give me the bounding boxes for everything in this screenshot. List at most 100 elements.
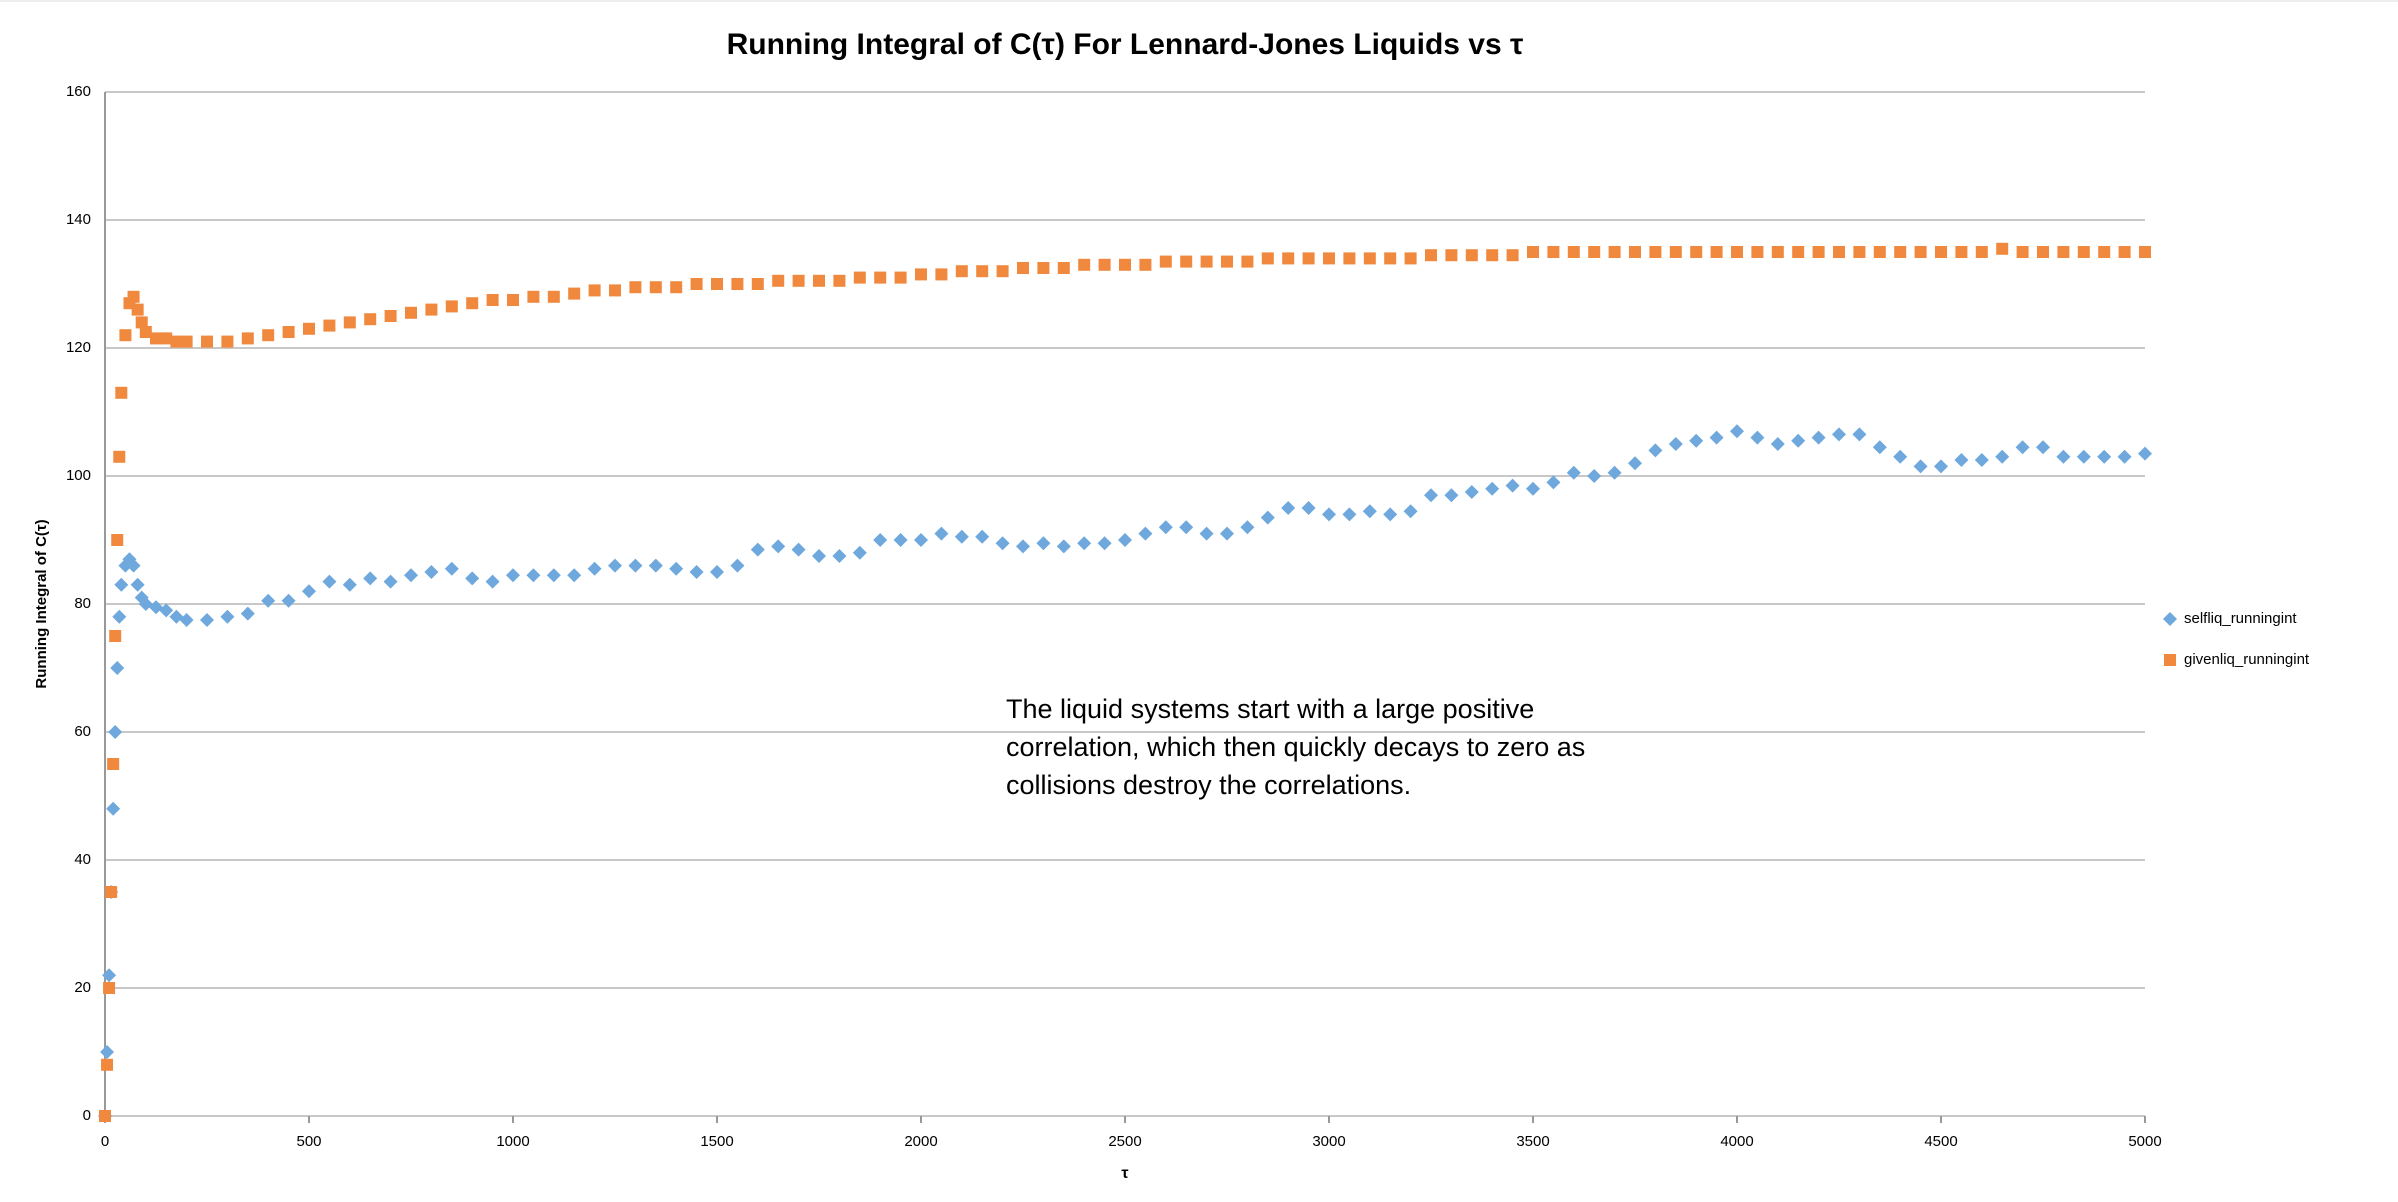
data-point — [1119, 258, 1131, 271]
data-point — [2015, 440, 2030, 455]
legend-label: givenliq_runningint — [2184, 651, 2310, 668]
data-point — [1914, 246, 1927, 258]
data-point — [1260, 510, 1275, 525]
data-point — [109, 630, 122, 642]
data-point — [1036, 536, 1051, 551]
data-point — [975, 529, 990, 544]
data-point — [445, 300, 458, 313]
data-point — [1097, 536, 1112, 551]
data-point — [670, 281, 683, 294]
data-point — [1872, 440, 1887, 455]
data-point — [1077, 536, 1092, 551]
data-point — [1852, 427, 1867, 442]
data-point — [792, 274, 805, 287]
data-point — [1281, 501, 1296, 515]
data-point — [955, 265, 968, 278]
data-point — [1974, 453, 1989, 467]
data-point — [1017, 262, 1029, 274]
data-point — [1955, 246, 1968, 258]
data-point — [1057, 262, 1070, 274]
data-point — [2097, 449, 2112, 464]
data-point — [568, 287, 581, 300]
data-point — [201, 335, 213, 348]
data-point — [1833, 246, 1845, 258]
data-point — [1935, 246, 1947, 258]
data-point — [690, 278, 703, 290]
y-tick-label: 160 — [66, 83, 91, 100]
data-point — [1608, 246, 1621, 258]
x-tick-label: 500 — [296, 1133, 321, 1150]
data-point — [791, 542, 806, 557]
data-point — [170, 335, 183, 348]
data-point — [1506, 249, 1519, 262]
y-tick-label: 20 — [74, 979, 91, 996]
data-point — [1404, 252, 1417, 265]
data-point — [1996, 242, 2009, 255]
data-point — [99, 1110, 111, 1122]
data-point — [608, 558, 622, 573]
data-point — [813, 274, 825, 287]
data-point — [1486, 249, 1499, 262]
data-point — [343, 316, 356, 329]
data-point — [1465, 249, 1478, 262]
data-point — [1098, 258, 1111, 271]
data-point — [1363, 252, 1376, 265]
data-point — [139, 326, 152, 338]
data-point — [1301, 501, 1316, 515]
data-point — [1546, 475, 1561, 490]
data-point — [384, 310, 397, 322]
y-tick-label: 140 — [66, 211, 91, 228]
x-tick-label: 3000 — [1312, 1133, 1345, 1150]
x-axis-label: τ — [1121, 1165, 1128, 1182]
data-point — [149, 600, 163, 615]
data-point — [1424, 488, 1438, 503]
data-point — [159, 603, 174, 618]
legend-label: selfliq_runningint — [2184, 610, 2297, 627]
data-point — [1770, 437, 1785, 451]
data-point — [2117, 449, 2132, 464]
data-point — [976, 265, 989, 278]
data-point — [105, 886, 118, 898]
data-point — [111, 534, 124, 546]
data-point — [1547, 246, 1560, 258]
data-point — [135, 316, 148, 329]
y-tick-label: 120 — [66, 339, 91, 356]
data-point — [527, 290, 540, 303]
data-point — [1567, 246, 1580, 258]
data-point — [1750, 430, 1765, 445]
data-point — [1629, 246, 1641, 258]
data-point — [507, 294, 519, 306]
data-point — [1241, 255, 1254, 268]
data-point — [648, 558, 663, 573]
data-point — [302, 584, 316, 599]
data-point — [1731, 246, 1743, 258]
data-point — [262, 329, 275, 342]
data-point — [711, 278, 723, 290]
data-point — [506, 568, 520, 583]
data-point — [282, 326, 295, 338]
data-point — [1282, 252, 1295, 265]
data-point — [405, 306, 417, 319]
data-point — [1811, 430, 1826, 445]
data-point — [2077, 246, 2090, 258]
chart-title: Running Integral of C(τ) For Lennard-Jon… — [727, 28, 1524, 61]
data-point — [1710, 246, 1723, 258]
data-point — [1689, 433, 1704, 448]
data-point — [1240, 520, 1255, 535]
data-point — [1118, 533, 1132, 547]
data-point — [547, 290, 560, 303]
annotation: The liquid systems start with a large po… — [1006, 694, 1586, 800]
data-point — [1954, 453, 1969, 467]
data-point — [546, 568, 561, 583]
data-point — [1526, 481, 1540, 496]
data-point — [934, 526, 949, 541]
data-point — [1566, 465, 1581, 480]
y-tick-label: 0 — [83, 1107, 91, 1124]
data-point — [486, 294, 499, 306]
data-point — [609, 284, 621, 297]
data-point — [1505, 478, 1520, 493]
data-point — [852, 545, 867, 560]
x-tick-label: 2500 — [1108, 1133, 1141, 1150]
data-point — [1362, 504, 1377, 519]
